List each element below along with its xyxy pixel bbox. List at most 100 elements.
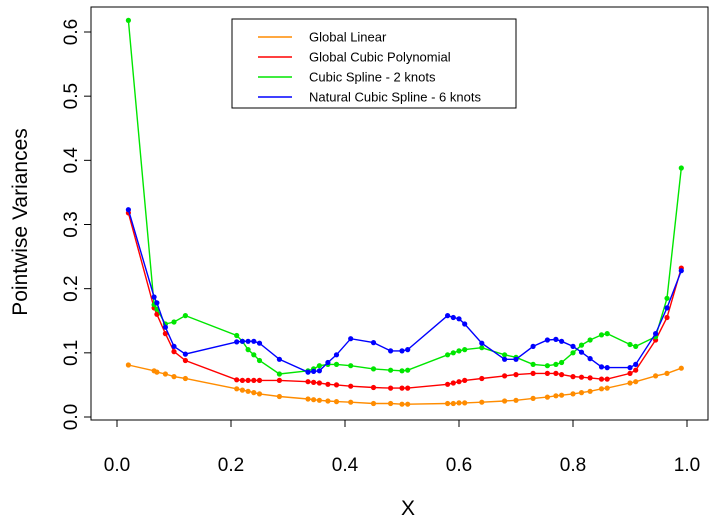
data-point xyxy=(502,373,508,379)
data-point xyxy=(530,361,536,367)
data-point xyxy=(678,165,684,171)
y-tick-label: 0.2 xyxy=(61,275,82,301)
data-point xyxy=(604,331,610,337)
x-tick-label: 0.2 xyxy=(218,455,244,476)
series-2 xyxy=(125,210,684,391)
data-point xyxy=(370,384,377,391)
data-point xyxy=(325,381,331,387)
data-point xyxy=(570,391,576,397)
data-point xyxy=(445,381,451,387)
data-point xyxy=(513,397,519,403)
x-axis: 0.0 0.2 0.4 0.6 0.8 1.0 xyxy=(104,420,700,476)
data-point xyxy=(154,369,160,375)
data-point xyxy=(182,375,188,382)
data-point xyxy=(570,374,576,380)
data-point xyxy=(553,370,559,376)
y-axis: 0.0 0.1 0.2 0.3 0.4 0.5 0.6 xyxy=(61,19,91,430)
data-point xyxy=(245,347,251,353)
data-point xyxy=(633,361,639,367)
data-point xyxy=(627,380,633,386)
data-point xyxy=(370,366,377,372)
data-point xyxy=(234,339,240,345)
data-point xyxy=(162,371,168,377)
data-point xyxy=(479,340,485,346)
x-tick-label: 1.0 xyxy=(674,455,700,476)
legend-label: Global Cubic Polynomial xyxy=(309,50,451,65)
data-point xyxy=(664,295,670,301)
data-point xyxy=(450,380,456,386)
legend-box xyxy=(231,18,517,109)
plot-frame xyxy=(90,6,709,421)
data-point xyxy=(578,349,585,355)
data-point xyxy=(239,377,245,383)
data-point xyxy=(171,319,177,325)
data-point xyxy=(245,377,251,383)
y-tick-label: 0.4 xyxy=(61,147,82,174)
data-point xyxy=(462,400,468,406)
y-axis-title: Pointwise Variances xyxy=(9,128,32,316)
data-point xyxy=(370,400,377,407)
data-point xyxy=(598,386,605,392)
data-point xyxy=(325,359,331,366)
data-point xyxy=(125,17,131,23)
data-point xyxy=(388,400,394,407)
data-point xyxy=(513,372,519,378)
data-point xyxy=(544,337,551,343)
data-point xyxy=(462,377,468,383)
data-point xyxy=(587,375,593,381)
series-line xyxy=(127,209,682,373)
data-point xyxy=(276,356,282,362)
y-tick-label: 0.0 xyxy=(61,404,82,430)
data-point xyxy=(370,340,377,346)
data-point xyxy=(388,367,394,373)
data-point xyxy=(171,374,177,380)
x-tick-label: 0.4 xyxy=(332,455,359,476)
series-line xyxy=(127,212,682,389)
data-point xyxy=(598,376,605,382)
data-point xyxy=(276,377,282,383)
data-point xyxy=(405,401,411,407)
data-point xyxy=(405,385,411,391)
legend-label: Global Linear xyxy=(309,30,387,45)
data-point xyxy=(251,377,257,383)
data-point xyxy=(530,395,536,401)
data-point xyxy=(399,401,405,407)
data-point xyxy=(578,374,585,380)
data-point xyxy=(445,313,451,319)
data-point xyxy=(239,338,245,344)
data-point xyxy=(234,332,240,339)
data-point xyxy=(311,397,317,403)
data-point xyxy=(256,377,263,383)
x-tick-label: 0.0 xyxy=(104,455,130,476)
data-point xyxy=(598,364,605,370)
data-point xyxy=(333,382,340,388)
data-point xyxy=(530,370,536,376)
data-point xyxy=(604,385,610,391)
data-point xyxy=(559,359,565,366)
data-point xyxy=(171,343,177,349)
data-point xyxy=(544,370,551,376)
data-point xyxy=(479,399,485,405)
x-tick-label: 0.6 xyxy=(446,455,472,476)
data-point xyxy=(559,372,565,378)
data-point xyxy=(399,385,405,391)
data-point xyxy=(653,373,659,379)
data-point xyxy=(251,352,257,358)
data-point xyxy=(171,349,177,355)
data-point xyxy=(125,362,131,368)
data-point xyxy=(333,361,340,367)
data-point xyxy=(462,347,468,353)
data-point xyxy=(276,393,282,400)
data-point xyxy=(544,363,551,369)
data-point xyxy=(256,357,263,364)
data-point xyxy=(502,398,508,404)
data-point xyxy=(502,352,508,358)
data-point xyxy=(513,356,519,362)
data-point xyxy=(316,363,322,369)
data-point xyxy=(598,332,605,338)
x-axis-title: X xyxy=(401,497,415,520)
data-point xyxy=(462,321,468,327)
data-point xyxy=(151,294,157,300)
data-point xyxy=(578,390,585,396)
data-point xyxy=(311,368,317,374)
